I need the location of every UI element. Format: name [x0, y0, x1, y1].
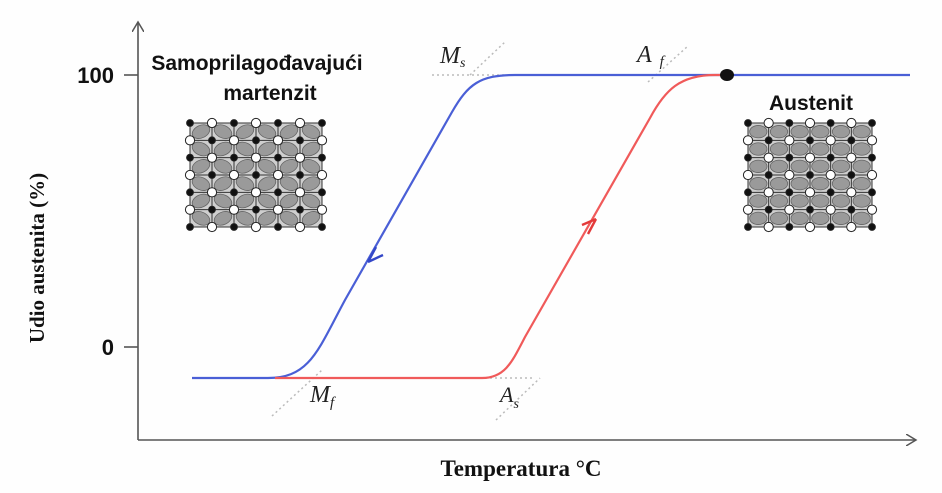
ms-guide-diag — [469, 41, 506, 76]
heating-curve — [275, 73, 728, 380]
axes — [124, 22, 916, 440]
martensite-label-line1: Samoprilagođavajući — [151, 52, 362, 75]
mf-label: Mf — [309, 382, 336, 411]
transformation-end-dot — [720, 69, 734, 81]
y-tick-label-0: 0 — [102, 335, 114, 360]
guide-lines — [271, 41, 725, 421]
y-tick-label-100: 100 — [77, 63, 114, 88]
cooling-curve — [192, 73, 910, 380]
austenite-lattice-image — [742, 117, 878, 233]
cooling-direction-arrow — [366, 246, 384, 264]
heating-direction-arrow — [581, 217, 598, 235]
as-label: As — [498, 382, 519, 412]
as-guide-diag — [495, 377, 541, 421]
martensite-lattice-image — [184, 117, 328, 233]
ms-label: Ms — [439, 43, 466, 71]
x-axis-label: Temperatura °C — [440, 456, 601, 481]
austenite-label: Austenit — [769, 92, 853, 115]
af-guide-diag — [647, 45, 689, 83]
y-axis-label: Udio austenita (%) — [25, 173, 49, 343]
martensite-label-line2: martenzit — [223, 82, 316, 105]
